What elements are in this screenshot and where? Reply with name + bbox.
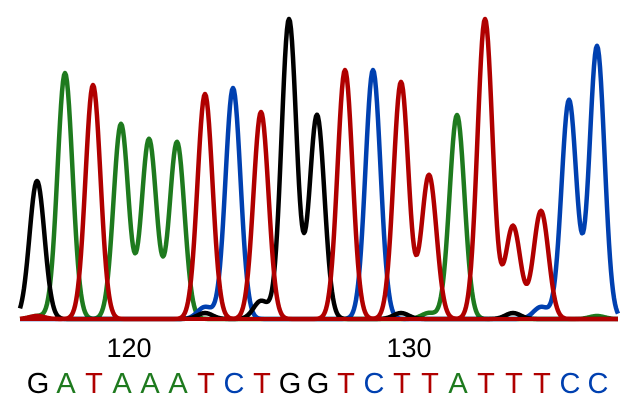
base-call-A: A — [448, 368, 468, 400]
position-tick-labels: 120 130 — [106, 333, 431, 363]
base-call-C: C — [560, 368, 581, 400]
base-call-C: C — [224, 368, 245, 400]
base-call-T: T — [533, 368, 551, 400]
trace-layer — [17, 16, 621, 322]
base-call-T: T — [421, 368, 439, 400]
base-call-C: C — [588, 368, 609, 400]
base-call-C: C — [364, 368, 385, 400]
base-call-T: T — [85, 368, 103, 400]
base-call-T: T — [477, 368, 495, 400]
base-call-G: G — [307, 368, 330, 400]
base-call-A: A — [112, 368, 132, 400]
position-tick-label: 120 — [106, 333, 151, 363]
base-call-G: G — [279, 368, 302, 400]
base-call-T: T — [393, 368, 411, 400]
base-call-A: A — [168, 368, 188, 400]
base-call-T: T — [337, 368, 355, 400]
base-call-A: A — [56, 368, 76, 400]
base-call-T: T — [505, 368, 523, 400]
base-call-A: A — [140, 368, 160, 400]
position-tick-label: 130 — [386, 333, 431, 363]
base-call-T: T — [197, 368, 215, 400]
base-call-G: G — [27, 368, 50, 400]
base-call-T: T — [253, 368, 271, 400]
